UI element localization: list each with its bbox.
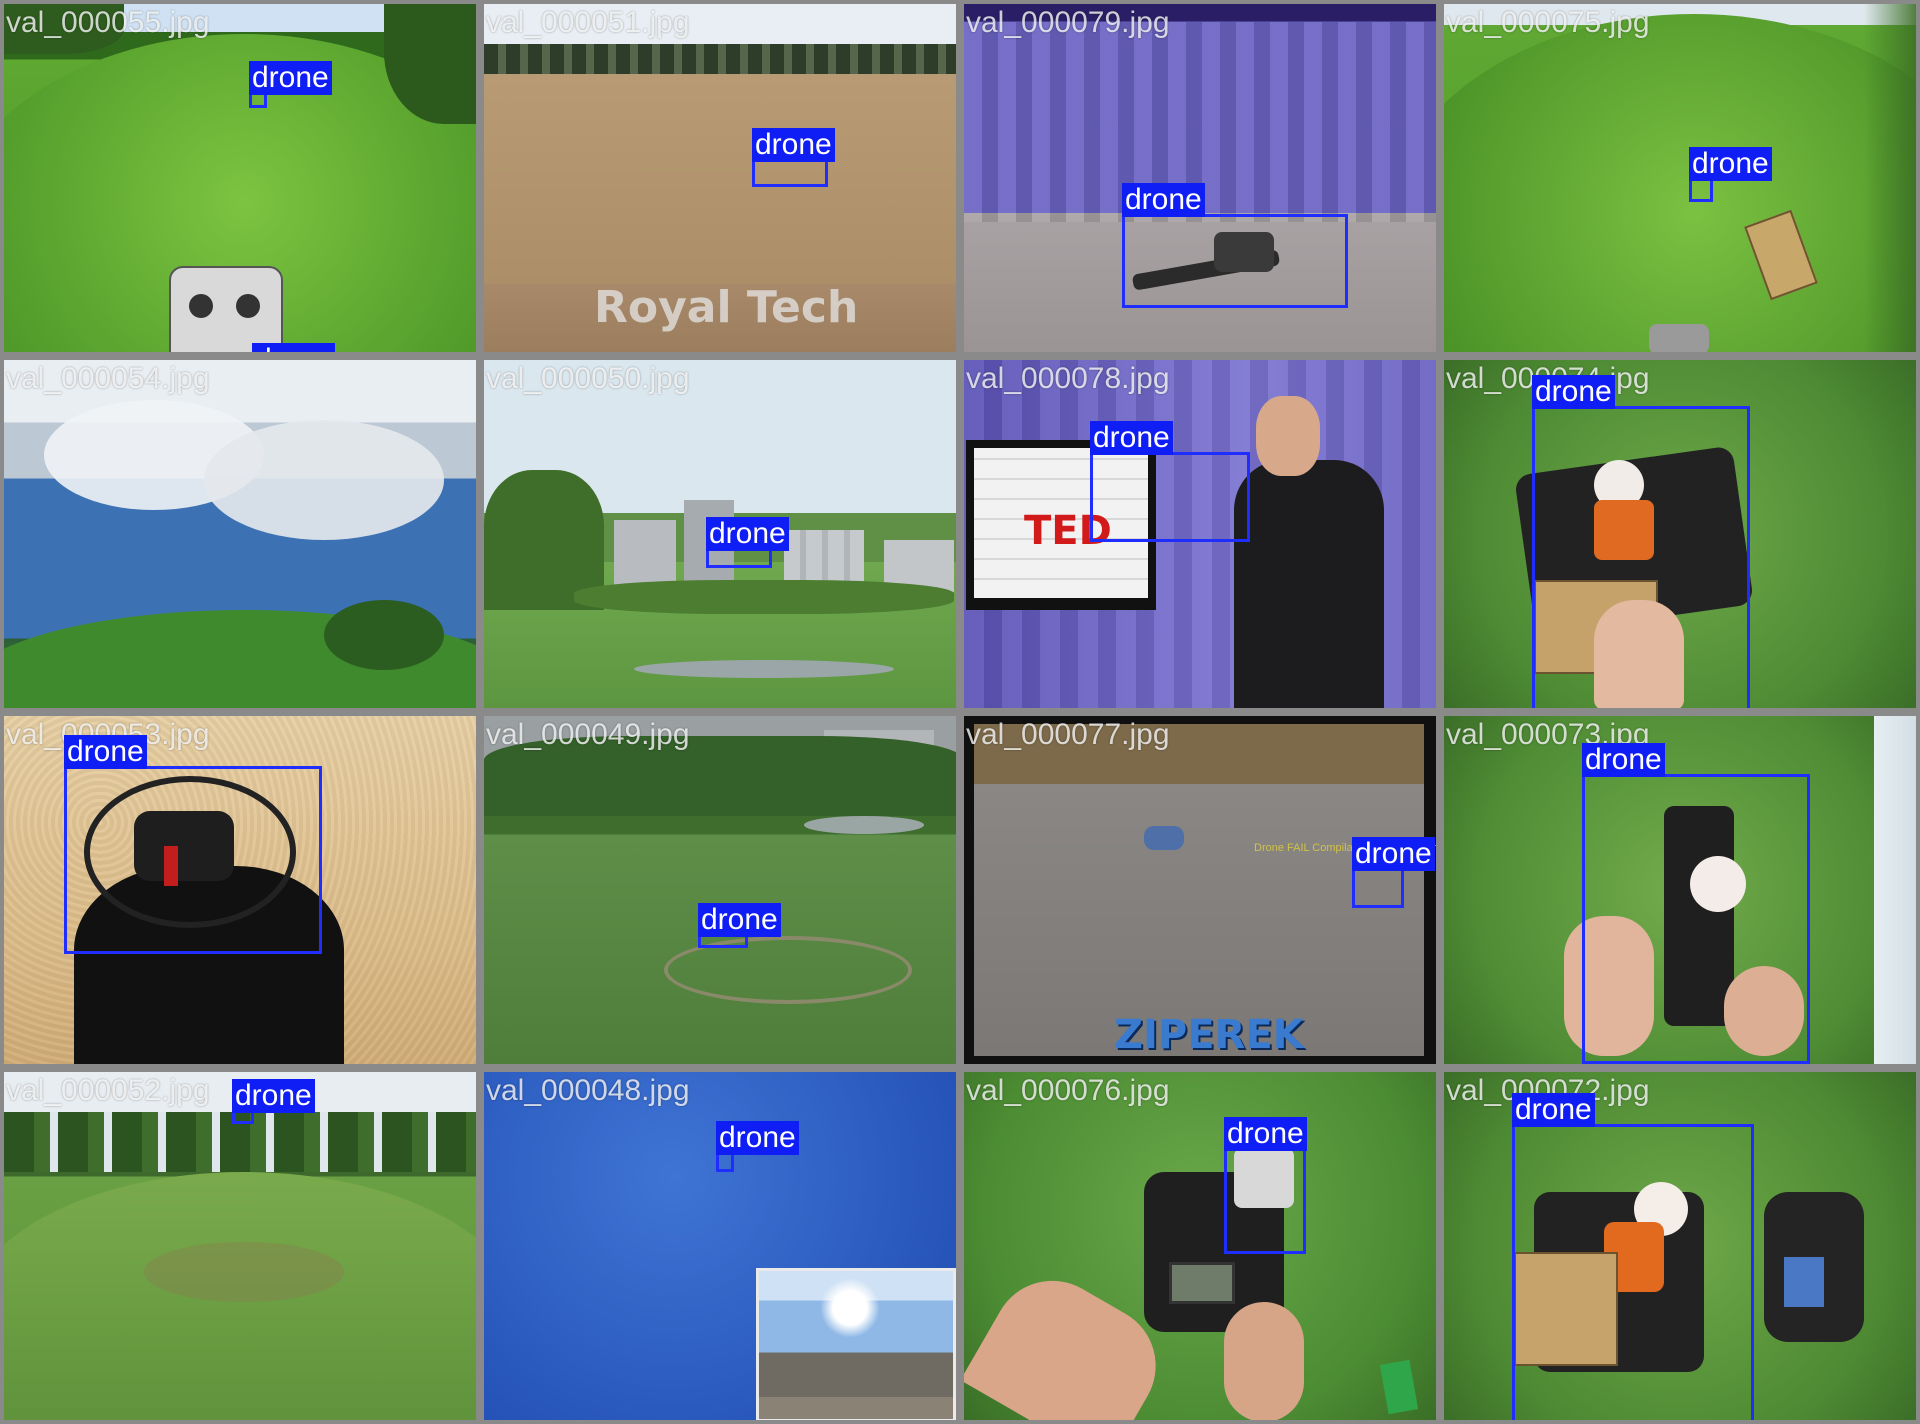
scene-sand-shadow <box>4 716 476 1064</box>
image-tile: val_000076.jpg drone <box>960 1068 1440 1424</box>
image-tile: val_000053.jpg drone <box>0 712 480 1068</box>
drone-bounding-box: drone <box>1689 147 1772 202</box>
image-filename: val_000048.jpg <box>486 1074 690 1107</box>
image-filename: val_000078.jpg <box>966 362 1170 395</box>
image-tile: val_000050.jpg drone <box>480 356 960 712</box>
drone-label: drone <box>1352 837 1435 871</box>
video-caption: Drone FAIL Compilation #1 Fail Crashes <box>1254 842 1440 854</box>
drone-label: drone <box>716 1121 799 1155</box>
scene-grass-fisheye <box>4 4 476 352</box>
royal-tech-watermark: Royal Tech <box>594 282 859 333</box>
image-tile: TED val_000078.jpg drone <box>960 356 1440 712</box>
drone-bounding-box: drone <box>1512 1093 1754 1420</box>
drone-label: drone <box>1224 1117 1307 1151</box>
scene-sky-fisheye <box>4 360 476 708</box>
drone-bounding-box: drone <box>1090 421 1250 542</box>
drone-bounding-box: drone <box>1352 837 1435 908</box>
scene-grass-closeup <box>1444 360 1916 708</box>
drone-bounding-box: drone <box>232 1079 315 1124</box>
image-filename: val_000077.jpg <box>966 718 1170 751</box>
drone-label: drone <box>1689 147 1772 181</box>
image-filename: val_000050.jpg <box>486 362 690 395</box>
drone-bounding-box: drone <box>249 61 332 108</box>
image-filename: val_000054.jpg <box>6 362 210 395</box>
image-filename: val_000051.jpg <box>486 6 690 39</box>
image-filename: val_000052.jpg <box>6 1074 210 1107</box>
image-tile: Royal Tech val_000051.jpg drone <box>480 0 960 356</box>
image-tile: val_000055.jpg drone drone <box>0 0 480 356</box>
image-tile: val_000054.jpg <box>0 356 480 712</box>
image-tile: val_000075.jpg drone <box>1440 0 1920 356</box>
drone-label: drone <box>1512 1093 1595 1127</box>
image-filename: val_000055.jpg <box>6 6 210 39</box>
drone-label: drone <box>1582 743 1665 777</box>
drone-label: drone <box>698 903 781 937</box>
ziperek-logo: ZIPEREK <box>1114 1012 1304 1058</box>
image-filename: val_000075.jpg <box>1446 6 1650 39</box>
image-tile: val_000072.jpg drone <box>1440 1068 1920 1424</box>
drone-label: drone <box>1532 375 1615 409</box>
scene-green-field <box>484 716 956 1064</box>
image-tile: val_000079.jpg drone <box>960 0 1440 356</box>
drone-bounding-box: drone <box>716 1121 799 1172</box>
ted-sign: TED <box>1024 508 1112 554</box>
image-tile: val_000049.jpg drone <box>480 712 960 1068</box>
drone-bounding-box: drone <box>698 903 781 948</box>
scene-ted-stage: TED <box>964 360 1436 708</box>
drone-label: drone <box>232 1079 315 1113</box>
image-tile: val_000074.jpg drone <box>1440 356 1920 712</box>
scene-park-hill <box>4 1072 476 1420</box>
drone-label: drone <box>252 343 335 352</box>
image-filename: val_000079.jpg <box>966 6 1170 39</box>
drone-label: drone <box>1122 183 1205 217</box>
drone-label: drone <box>1090 421 1173 455</box>
image-tile: val_000048.jpg drone <box>480 1068 960 1424</box>
drone-bounding-box: drone <box>706 517 789 568</box>
drone-bounding-box: drone <box>64 735 322 954</box>
drone-label: drone <box>752 128 835 162</box>
scene-gray-ground: Drone FAIL Compilation #1 Fail Crashes Z… <box>964 716 1436 1064</box>
drone-bounding-box: drone <box>1224 1117 1307 1254</box>
drone-bounding-box: drone <box>752 128 835 187</box>
drone-bounding-box: drone <box>1122 183 1348 308</box>
drone-label: drone <box>249 61 332 95</box>
image-tile: Drone FAIL Compilation #1 Fail Crashes Z… <box>960 712 1440 1068</box>
scene-dry-field: Royal Tech <box>484 4 956 352</box>
drone-label: drone <box>64 735 147 769</box>
drone-bounding-box: drone <box>1582 743 1810 1064</box>
image-tile: val_000052.jpg drone <box>0 1068 480 1424</box>
image-tile: val_000073.jpg drone <box>1440 712 1920 1068</box>
drone-label: drone <box>706 517 789 551</box>
scene-grass-controller <box>964 1072 1436 1420</box>
image-filename: val_000076.jpg <box>966 1074 1170 1107</box>
drone-bounding-box: drone <box>1532 375 1750 708</box>
scene-grass-closeup <box>1444 1072 1916 1420</box>
scene-grass-fisheye <box>1444 4 1916 352</box>
image-filename: val_000049.jpg <box>486 718 690 751</box>
